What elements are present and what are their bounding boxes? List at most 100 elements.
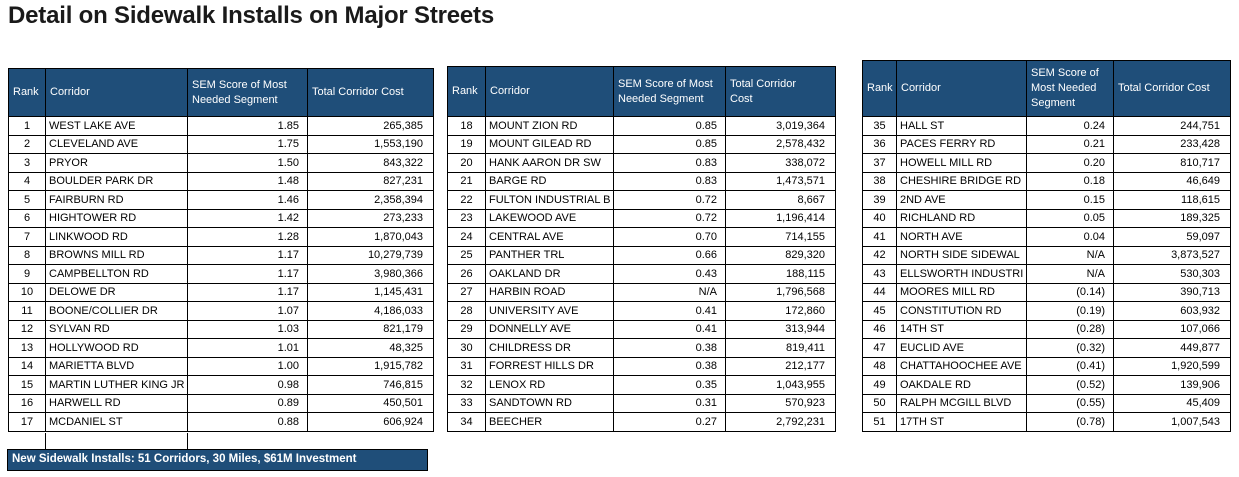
sem-score-cell: 0.04 [1026, 227, 1114, 247]
corridor-cell: RICHLAND RD [896, 208, 1027, 228]
cost-cell: 2,792,231 [725, 412, 836, 432]
corridor-cell: NORTH AVE [896, 227, 1027, 247]
sem-score-cell: 0.41 [613, 301, 726, 321]
sem-score-cell: 1.28 [187, 227, 308, 247]
cost-cell: 829,320 [725, 245, 836, 265]
table-row: 18 MOUNT ZION RD 0.85 3,019,364 [447, 116, 836, 136]
cost-cell: 1,007,543 [1113, 412, 1231, 432]
col-header-corridor: Corridor [896, 60, 1027, 117]
sem-score-cell: 1.07 [187, 301, 308, 321]
cost-cell: 233,428 [1113, 134, 1231, 154]
col-header-rank: Rank [8, 68, 46, 117]
summary-banner: New Sidewalk Installs: 51 Corridors, 30 … [7, 449, 428, 471]
table-row: 9 CAMPBELLTON RD 1.17 3,980,366 [8, 264, 434, 284]
cost-cell: 46,649 [1113, 171, 1231, 191]
table-row: 50 RALPH MCGILL BLVD (0.55) 45,409 [862, 393, 1231, 413]
table-row: 16 HARWELL RD 0.89 450,501 [8, 393, 434, 413]
corridor-cell: 2ND AVE [896, 190, 1027, 210]
table-header-row: Rank Corridor SEM Score of Most Needed Seg… [447, 66, 836, 117]
page-title: Detail on Sidewalk Installs on Major Str… [8, 2, 495, 29]
rank-cell: 39 [862, 190, 897, 210]
corridor-cell: BOULDER PARK DR [45, 171, 188, 191]
table-row: 13 HOLLYWOOD RD 1.01 48,325 [8, 338, 434, 358]
table-row: 27 HARBIN ROAD N/A 1,796,568 [447, 282, 836, 302]
sem-score-cell: 1.17 [187, 264, 308, 284]
rank-cell: 15 [8, 375, 46, 395]
table-row: 41 NORTH AVE 0.04 59,097 [862, 227, 1231, 247]
rank-cell: 47 [862, 338, 897, 358]
sem-score-cell: 0.83 [613, 153, 726, 173]
rank-cell: 21 [447, 171, 486, 191]
table-row: 30 CHILDRESS DR 0.38 819,411 [447, 338, 836, 358]
cost-cell: 3,980,366 [307, 264, 434, 284]
corridor-table: Rank Corridor SEM Score of Most Needed Seg… [862, 60, 1231, 432]
corridor-cell: FAIRBURN RD [45, 190, 188, 210]
corridor-cell: MOUNT GILEAD RD [485, 134, 614, 154]
cost-cell: 3,873,527 [1113, 245, 1231, 265]
rank-cell: 8 [8, 245, 46, 265]
cost-cell: 118,615 [1113, 190, 1231, 210]
table-row: 38 CHESHIRE BRIDGE RD 0.18 46,649 [862, 171, 1231, 191]
cost-cell: 606,924 [307, 412, 434, 432]
corridor-cell: HANK AARON DR SW [485, 153, 614, 173]
col-header-label: SEM Score of Most Needed Segment [192, 78, 287, 106]
cost-cell: 819,411 [725, 338, 836, 358]
sem-score-cell: 1.75 [187, 134, 308, 154]
rank-cell: 10 [8, 282, 46, 302]
col-header-label: Total Corridor Cost [730, 77, 797, 105]
rank-cell: 38 [862, 171, 897, 191]
sem-score-cell: 0.83 [613, 171, 726, 191]
corridor-cell: MARTIN LUTHER KING JR [45, 375, 188, 395]
corridor-cell: SYLVAN RD [45, 319, 188, 339]
table-row: 3 PRYOR 1.50 843,322 [8, 153, 434, 173]
sem-score-cell: 1.46 [187, 190, 308, 210]
corridor-cell: 17TH ST [896, 412, 1027, 432]
rank-cell: 17 [8, 412, 46, 432]
rank-cell: 31 [447, 356, 486, 376]
table-row: 4 BOULDER PARK DR 1.48 827,231 [8, 171, 434, 191]
table-row: 6 HIGHTOWER RD 1.42 273,233 [8, 208, 434, 228]
table-row: 19 MOUNT GILEAD RD 0.85 2,578,432 [447, 134, 836, 154]
table-row: 40 RICHLAND RD 0.05 189,325 [862, 208, 1231, 228]
sem-score-cell: 0.31 [613, 393, 726, 413]
rank-cell: 28 [447, 301, 486, 321]
corridor-cell: CHILDRESS DR [485, 338, 614, 358]
table-row: 48 CHATTAHOOCHEE AVE (0.41) 1,920,599 [862, 356, 1231, 376]
col-header-sem-score: SEM Score of Most Needed Segment [187, 68, 308, 117]
sem-score-cell: (0.32) [1026, 338, 1114, 358]
sem-score-cell: 0.38 [613, 356, 726, 376]
rank-cell: 12 [8, 319, 46, 339]
cost-cell: 1,145,431 [307, 282, 434, 302]
rank-cell: 4 [8, 171, 46, 191]
cost-cell: 1,473,571 [725, 171, 836, 191]
rank-cell: 3 [8, 153, 46, 173]
sem-score-cell: 0.41 [613, 319, 726, 339]
cost-cell: 3,019,364 [725, 116, 836, 136]
corridor-cell: UNIVERSITY AVE [485, 301, 614, 321]
rank-cell: 29 [447, 319, 486, 339]
rank-cell: 44 [862, 282, 897, 302]
sem-score-cell: 1.00 [187, 356, 308, 376]
sem-score-cell: 0.35 [613, 375, 726, 395]
table-row: 39 2ND AVE 0.15 118,615 [862, 190, 1231, 210]
corridor-cell: RALPH MCGILL BLVD [896, 393, 1027, 413]
cost-cell: 45,409 [1113, 393, 1231, 413]
corridor-table-1: Rank Corridor SEM Score of Most Needed Seg… [8, 68, 434, 432]
cost-cell: 1,915,782 [307, 356, 434, 376]
table-row: 24 CENTRAL AVE 0.70 714,155 [447, 227, 836, 247]
table-row: 1 WEST LAKE AVE 1.85 265,385 [8, 116, 434, 136]
col-header-cost: Total Corridor Cost [1113, 60, 1231, 117]
rank-cell: 49 [862, 375, 897, 395]
rank-cell: 24 [447, 227, 486, 247]
table-row: 23 LAKEWOOD AVE 0.72 1,196,414 [447, 208, 836, 228]
sem-score-cell: 0.15 [1026, 190, 1114, 210]
sem-score-cell: 0.85 [613, 116, 726, 136]
cost-cell: 746,815 [307, 375, 434, 395]
corridor-cell: LINKWOOD RD [45, 227, 188, 247]
sem-score-cell: (0.78) [1026, 412, 1114, 432]
rank-cell: 14 [8, 356, 46, 376]
cost-cell: 2,578,432 [725, 134, 836, 154]
corridor-cell: HARWELL RD [45, 393, 188, 413]
sem-score-cell: 0.72 [613, 190, 726, 210]
rank-cell: 32 [447, 375, 486, 395]
